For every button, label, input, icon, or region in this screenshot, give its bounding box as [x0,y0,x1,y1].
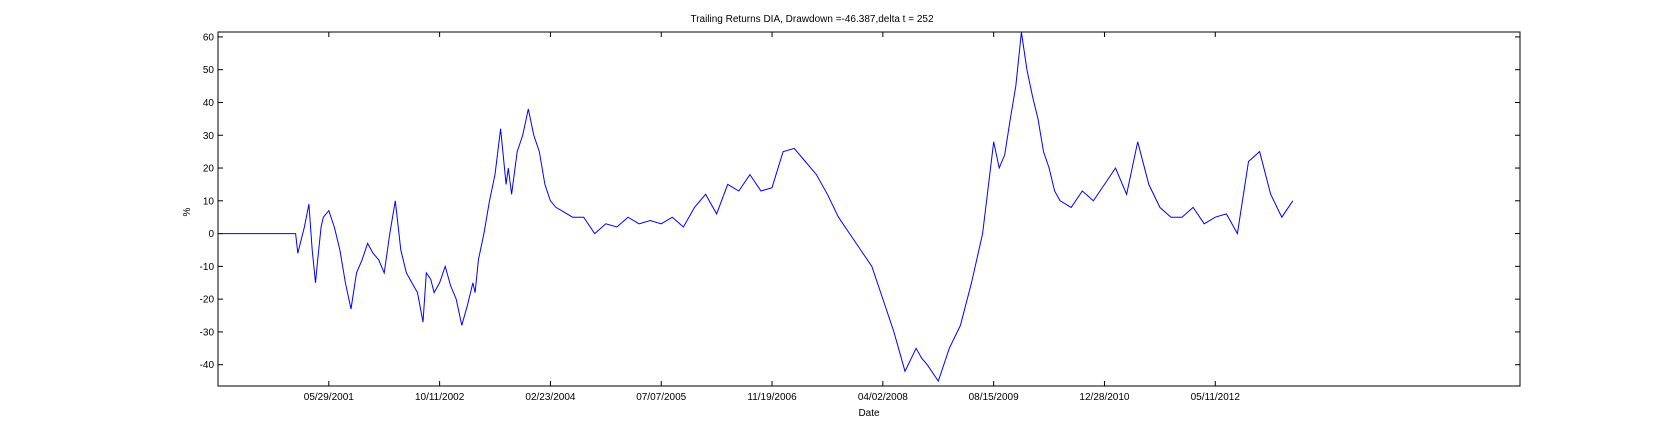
x-axis: 05/29/2001 10/11/2002 02/23/2004 07/07/2005… [304,32,1241,403]
plot-area [217,31,1521,387]
x-tick-label: 02/23/2004 [525,392,575,403]
y-tick-label: 60 [203,32,215,43]
x-tick-label: 11/19/2006 [747,392,797,403]
y-tick-label: 30 [203,131,215,142]
y-axis-label: % [182,207,193,216]
y-tick-label: 50 [203,65,215,76]
y-tick-label: -10 [200,262,215,273]
x-axis-label: Date [858,408,880,419]
y-tick-label: -40 [200,360,215,371]
y-tick-label: 10 [203,196,215,207]
x-tick-label: 04/02/2008 [858,392,908,403]
x-tick-label: 05/29/2001 [304,392,354,403]
y-tick-label: 20 [203,164,215,175]
y-axis: -40 -30 -20 -10 0 10 20 30 40 50 60 [200,32,1520,371]
y-tick-label: 0 [208,229,214,240]
y-tick-label: 40 [203,98,215,109]
x-tick-label: 05/11/2012 [1191,392,1241,403]
x-tick-label: 10/11/2002 [415,392,465,403]
x-tick-label: 12/28/2010 [1079,392,1129,403]
y-tick-label: -20 [200,295,215,306]
series-line [218,31,1294,383]
x-tick-label: 07/07/2005 [636,392,686,403]
x-tick-label: 08/15/2009 [969,392,1019,403]
y-tick-label: -30 [200,327,215,338]
chart-title: Trailing Returns DIA, Drawdown =-46.387,… [690,14,934,25]
